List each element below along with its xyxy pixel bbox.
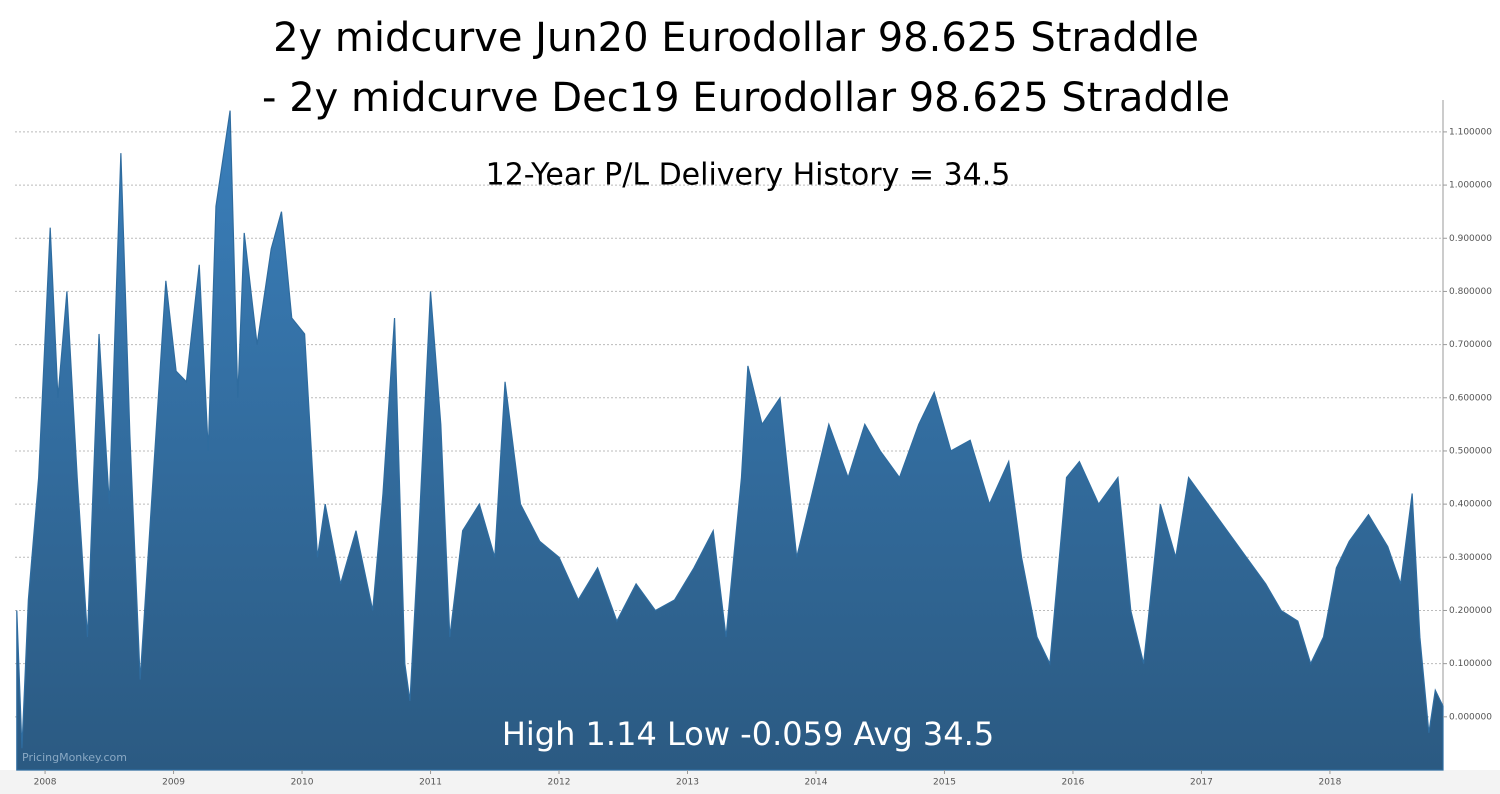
- y-tick-label: 0.700000: [1449, 340, 1492, 350]
- x-axis-strip: [0, 770, 1500, 794]
- y-tick-label: 0.900000: [1449, 234, 1492, 244]
- x-tick-label: 2017: [1190, 778, 1213, 788]
- y-tick-label: 0.000000: [1449, 712, 1492, 722]
- chart-subtitle: 12-Year P/L Delivery History = 34.5: [486, 158, 1011, 193]
- x-tick-label: 2015: [933, 778, 956, 788]
- chart-title-line2: - 2y midcurve Dec19 Eurodollar 98.625 St…: [262, 75, 1230, 121]
- y-tick-label: 1.000000: [1449, 181, 1492, 191]
- plot-area: [15, 110, 1444, 771]
- y-tick-label: 0.500000: [1449, 446, 1492, 456]
- x-tick-label: 2012: [548, 778, 571, 788]
- annotation: High 1.14 Low -0.059 Avg 34.5: [502, 715, 994, 753]
- x-tick-label: 2010: [291, 778, 314, 788]
- y-tick-label: 0.200000: [1449, 606, 1492, 616]
- x-tick-label: 2009: [162, 778, 185, 788]
- y-tick-label: 0.300000: [1449, 553, 1492, 563]
- y-tick-label: 0.400000: [1449, 500, 1492, 510]
- area: [16, 110, 1444, 771]
- x-tick-label: 2013: [676, 778, 699, 788]
- y-tick-label: 0.600000: [1449, 393, 1492, 403]
- x-tick-label: 2008: [34, 778, 57, 788]
- watermark: PricingMonkey.com: [22, 751, 127, 764]
- x-tick-label: 2014: [805, 778, 828, 788]
- y-tick-label: 0.100000: [1449, 659, 1492, 669]
- y-tick-label: 0.800000: [1449, 287, 1492, 297]
- x-tick-label: 2018: [1318, 778, 1341, 788]
- chart-title: 2y midcurve Jun20 Eurodollar 98.625 Stra…: [273, 15, 1199, 61]
- x-tick-label: 2011: [419, 778, 442, 788]
- x-tick-label: 2016: [1062, 778, 1085, 788]
- y-tick-label: 1.100000: [1449, 127, 1492, 137]
